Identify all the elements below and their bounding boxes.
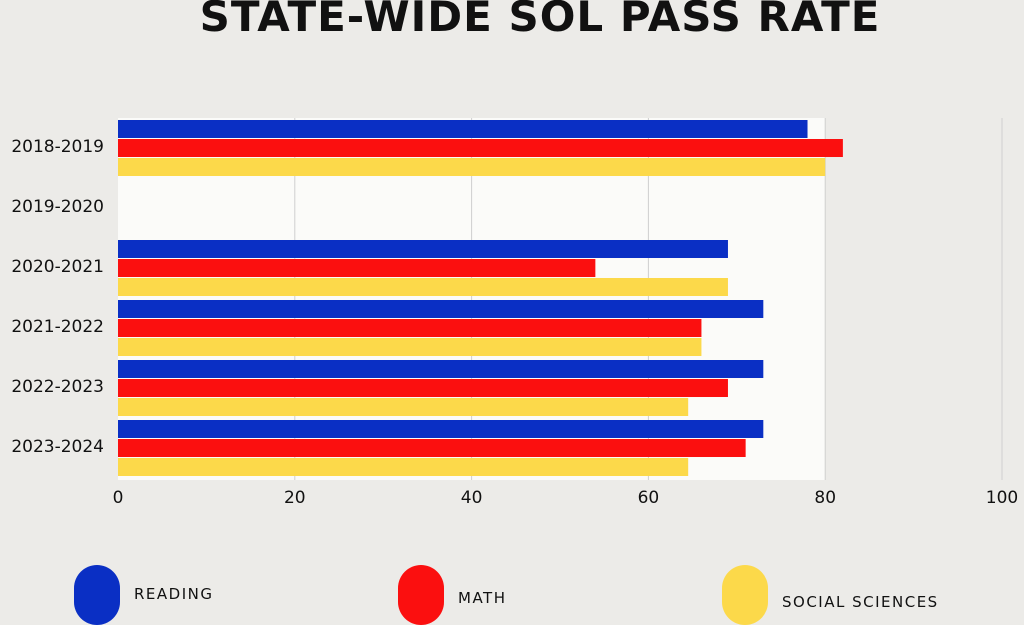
x-tick-label: 0 [113, 488, 124, 508]
bar-social-sciences [118, 278, 728, 296]
legend-label: SOCIAL SCIENCES [782, 593, 939, 611]
legend-swatch [74, 565, 120, 625]
bar-reading [118, 360, 764, 378]
bar-math [118, 319, 702, 337]
bar-social-sciences [118, 338, 702, 356]
legend-swatch [398, 565, 444, 625]
x-tick-label: 100 [986, 488, 1018, 508]
bar-reading [118, 120, 808, 138]
legend-label: READING [134, 585, 214, 603]
bar-social-sciences [118, 158, 826, 176]
y-category-label: 2020-2021 [11, 257, 104, 277]
legend-label: MATH [458, 589, 507, 607]
y-category-label: 2018-2019 [11, 137, 104, 157]
x-tick-label: 60 [638, 488, 660, 508]
bar-math [118, 379, 728, 397]
bar-reading [118, 300, 764, 318]
legend-swatch [722, 565, 768, 625]
bar-math [118, 259, 596, 277]
bar-reading [118, 420, 764, 438]
x-tick-label: 80 [814, 488, 836, 508]
y-category-label: 2019-2020 [11, 197, 104, 217]
bar-math [118, 439, 746, 457]
y-category-label: 2022-2023 [11, 377, 104, 397]
bar-social-sciences [118, 458, 689, 476]
chart-title: STATE-WIDE SOL PASS RATE [199, 0, 881, 41]
bar-social-sciences [118, 398, 689, 416]
bar-reading [118, 240, 728, 258]
bar-chart: 0 20 40 60 80 100 2018-2019 2019-2020 2020-2021 2… [11, 118, 1018, 508]
y-category-label: 2021-2022 [11, 317, 104, 337]
bar-math [118, 139, 843, 157]
y-category-label: 2023-2024 [11, 437, 104, 457]
x-tick-label: 20 [284, 488, 306, 508]
x-tick-label: 40 [461, 488, 483, 508]
